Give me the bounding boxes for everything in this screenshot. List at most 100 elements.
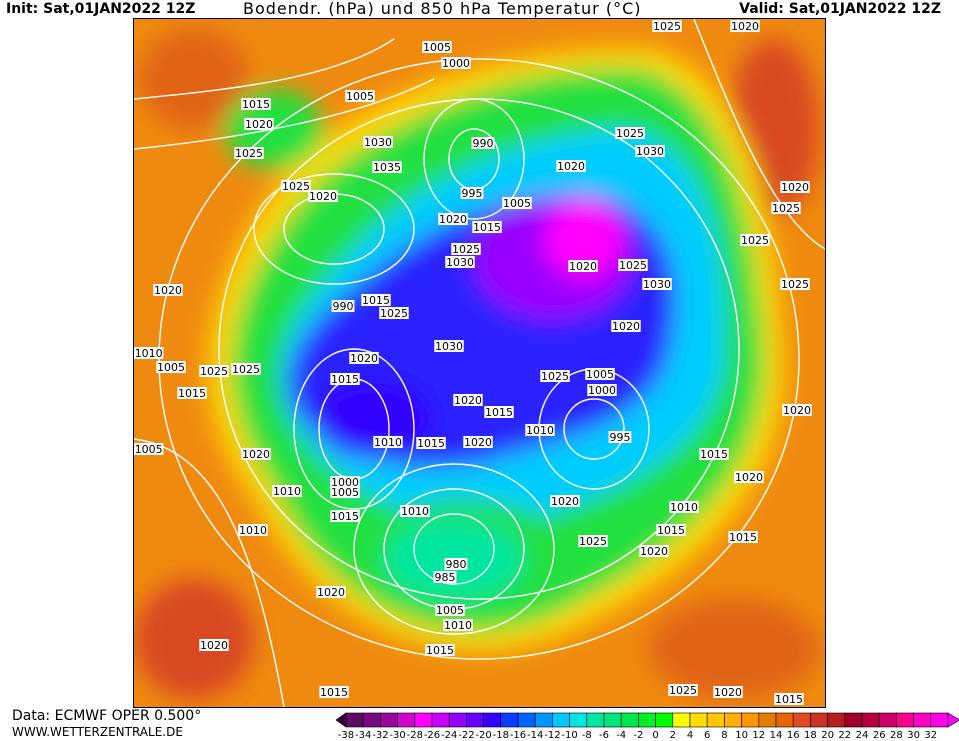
pressure-label-bg	[330, 476, 360, 488]
pressure-label-bg	[416, 437, 446, 449]
pressure-label: 990	[333, 300, 354, 313]
pressure-label: 1020	[781, 181, 809, 194]
init-time: Init: Sat,01JAN2022 12Z	[6, 1, 196, 17]
pressure-label: 980	[446, 558, 467, 571]
pressure-label: 1030	[364, 136, 392, 149]
pressure-label: 1015	[331, 373, 359, 386]
colorbar-cell	[827, 712, 846, 728]
pressure-label-bg	[668, 684, 698, 696]
pressure-label-bg	[656, 524, 686, 536]
pressure-label: 1005	[135, 443, 163, 456]
pressure-label: 1030	[446, 256, 474, 269]
pressure-label: 1020	[154, 284, 182, 297]
pressure-label: 1025	[200, 365, 228, 378]
pressure-label-bg	[453, 394, 483, 406]
colorbar-tick-label: -8	[582, 730, 592, 740]
pressure-label-bg	[238, 524, 268, 536]
colorbar-cell	[861, 712, 880, 728]
colorbar-cell	[930, 712, 949, 728]
pressure-label: 1020	[731, 20, 759, 33]
colorbar-cell	[380, 712, 398, 728]
colorbar-cell	[431, 712, 450, 728]
pressure-label: 1005	[331, 486, 359, 499]
pressure-label: 1020	[200, 639, 228, 652]
pressure-label-bg	[281, 180, 311, 192]
pressure-label-bg	[241, 448, 271, 460]
colorbar-tick-label: -34	[355, 730, 371, 740]
pressure-label-bg	[471, 137, 495, 149]
colorbar-cell	[552, 712, 570, 728]
pressure-label-bg	[444, 558, 468, 570]
pressure-label: 1015	[320, 686, 348, 699]
pressure-label-bg	[782, 404, 812, 416]
pressure-label-bg	[652, 20, 682, 32]
colorbar-cell	[397, 712, 416, 728]
pressure-label: 1005	[436, 604, 464, 617]
colorbar-cell	[362, 712, 381, 728]
colorbar-cell	[689, 712, 708, 728]
pressure-label: 1010	[670, 501, 698, 514]
pressure-label-bg	[134, 443, 164, 455]
colorbar-cell	[586, 712, 605, 728]
pressure-label: 1015	[700, 448, 728, 461]
pressure-label-bg	[241, 98, 271, 110]
colorbar-cell	[792, 712, 811, 728]
colorbar-cell	[775, 712, 794, 728]
pressure-label: 1030	[435, 340, 463, 353]
pressure-label-bg	[771, 202, 801, 214]
colorbar-tick-label: 4	[687, 730, 693, 740]
pressure-label: 1025	[616, 127, 644, 140]
colorbar-tick-label: 10	[735, 730, 748, 740]
colorbar-tick-label: 18	[804, 730, 817, 740]
data-source: Data: ECMWF OPER 0.500°	[12, 708, 202, 724]
pressure-label: 1010	[135, 347, 163, 360]
pressure-label-bg	[372, 161, 402, 173]
pressure-label-bg	[379, 307, 409, 319]
pressure-label: 1025	[232, 363, 260, 376]
weather-map[interactable]: 1025 1020 1005 1000 1005 1015 1020 1030 1025 990 1…	[133, 18, 826, 708]
pressure-label: 1015	[178, 387, 206, 400]
pressure-label: 1005	[586, 368, 614, 381]
pressure-label: 1015	[426, 644, 454, 657]
colorbar-tick-label: -24	[441, 730, 457, 740]
pressure-label-bg	[443, 619, 473, 631]
pressure-label: 990	[473, 137, 494, 150]
pressure-label: 1020	[439, 213, 467, 226]
colorbar-tick-label: -30	[389, 730, 405, 740]
pressure-label-bg	[231, 363, 261, 375]
pressure-label-bg	[540, 370, 570, 382]
pressure-label-bg	[156, 361, 186, 373]
colorbar-cell	[878, 712, 897, 728]
pressure-label-bg	[639, 545, 669, 557]
pressure-label: 995	[610, 431, 631, 444]
colorbar-tick-label: 28	[890, 730, 903, 740]
pressure-label-bg	[434, 340, 464, 352]
pressure-label: 1015	[485, 406, 513, 419]
pressure-label-bg	[345, 90, 375, 102]
pressure-label: 1010	[444, 619, 472, 632]
pressure-label-bg	[740, 234, 770, 246]
pressure-label: 1000	[588, 384, 616, 397]
colorbar-cell	[844, 712, 863, 728]
pressure-label-bg	[780, 181, 810, 193]
colorbar-tick-label: 8	[721, 730, 727, 740]
pressure-label-bg	[330, 510, 360, 522]
colorbar-tick-label: -18	[493, 730, 509, 740]
pressure-label-bg	[635, 145, 665, 157]
colorbar-cell	[706, 712, 725, 728]
colorbar-tick-label: 6	[704, 730, 710, 740]
colorbar-cell	[603, 712, 622, 728]
colorbar-tick-label: -12	[544, 730, 560, 740]
pressure-label: 1025	[669, 684, 697, 697]
pressure-label: 1015	[417, 437, 445, 450]
colorbar-cell	[345, 712, 364, 728]
pressure-label-bg	[177, 387, 207, 399]
temperature-field: 1025 1020 1005 1000 1005 1015 1020 1030 1025 990 1…	[134, 19, 825, 707]
pressure-label: 1020	[242, 448, 270, 461]
pressure-label: 1020	[714, 686, 742, 699]
colorbar-tick-label: -38	[338, 730, 354, 740]
pressure-label: 1020	[309, 190, 337, 203]
pressure-label-bg	[728, 531, 758, 543]
pressure-label: 985	[435, 571, 456, 584]
pressure-label-bg	[525, 424, 555, 436]
